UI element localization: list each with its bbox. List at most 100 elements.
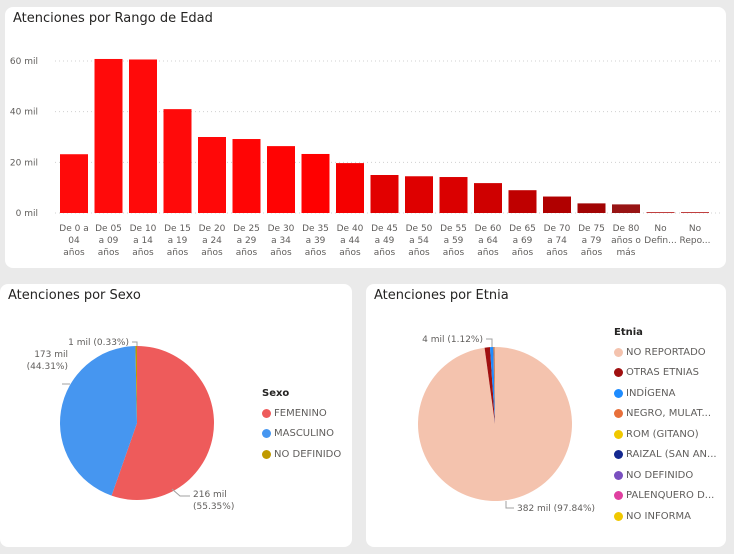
x-tick-label: De 45 [371,224,398,234]
bar [301,153,330,213]
x-tick-label: a 19 [168,236,188,246]
legend-item[interactable]: PALENQUERO D... [614,486,717,507]
legend-dot-icon [614,491,623,501]
legend-dot-icon [262,429,271,439]
x-tick-label: 04 [68,236,80,246]
x-tick-label: De 55 [440,224,467,234]
data-label: (55.35%) [193,502,234,512]
legend-item[interactable]: ROM (GITANO) [614,424,717,445]
data-label: 1 mil (0.33%) [68,338,129,348]
legend-label: ROM (GITANO) [626,428,699,440]
x-tick-label: a 74 [547,236,567,246]
sex-chart-panel: Atenciones por Sexo 1 mil (0.33%) 173 mil… [0,284,352,547]
data-label: 382 mil (97.84%) [517,504,595,514]
legend-item[interactable]: NEGRO, MULAT... [614,404,717,425]
pie-slice [493,347,495,424]
x-tick-label: años [132,248,154,258]
ethnicity-legend: Etnia NO REPORTADO OTRAS ETNIAS INDÍGENA NEG… [614,327,717,527]
bar [163,109,192,213]
legend-dot-icon [614,450,623,460]
legend-dot-icon [614,347,623,357]
ethnicity-chart-title: Atenciones por Etnia [374,288,509,303]
legend-item[interactable]: NO DEFINIDO [614,465,717,486]
age-bar-chart: 0 mil 20 mil 40 mil 60 mil De 0 a 04 años De 05… [10,57,720,258]
x-tick-label: a 64 [478,236,498,246]
x-tick-label: No [689,224,702,234]
x-tick-label: a 69 [513,236,533,246]
pie-slice [494,347,495,424]
legend-label: NEGRO, MULAT... [626,408,711,420]
leader-line [486,338,493,347]
bar [646,212,675,213]
pie-slice [489,347,495,424]
data-label: 173 mil [34,350,68,360]
pie-slice [111,346,215,500]
pie-slice [60,346,137,496]
x-tick-label: De 65 [509,224,536,234]
bar [405,176,433,213]
x-tick-label: Defin... [644,236,676,246]
legend-item[interactable]: INDÍGENA [614,383,717,404]
legend-label: RAIZAL (SAN AN... [626,449,717,461]
legend-item[interactable]: RAIZAL (SAN AN... [614,445,717,466]
x-tick-label: De 10 [130,224,157,234]
x-tick-label: a 44 [340,236,360,246]
bar [336,163,364,213]
y-tick-label: 20 mil [10,158,38,168]
x-tick-label: a 24 [202,236,222,246]
bar [543,196,571,213]
pie-slice [484,347,495,424]
leader-line [132,341,138,346]
x-tick-label: más [617,248,636,258]
x-tick-label: De 25 [233,224,260,234]
legend-label: MASCULINO [274,428,334,440]
y-tick-label: 40 mil [10,108,38,118]
x-tick-label: años [477,248,499,258]
legend-dot-icon [614,409,623,419]
bar [577,203,606,213]
legend-label: FEMENINO [274,407,327,419]
legend-item[interactable]: MASCULINO [262,424,341,445]
x-tick-label: años o [611,236,641,246]
x-tick-label: a 54 [409,236,429,246]
legend-label: OTRAS ETNIAS [626,367,699,379]
x-tick-label: a 39 [306,236,326,246]
bar [94,58,123,214]
x-tick-label: De 75 [578,224,605,234]
x-tick-label: De 05 [95,224,122,234]
x-tick-label: años [339,248,361,258]
x-tick-label: años [546,248,568,258]
bar [681,212,709,213]
data-label: (44.31%) [27,362,68,372]
x-tick-label: a 34 [271,236,291,246]
legend-item[interactable]: FEMENINO [262,403,341,424]
bar [474,183,502,213]
legend-item[interactable]: NO DEFINIDO [262,444,341,465]
bar [508,190,537,213]
sex-chart-title: Atenciones por Sexo [8,288,141,303]
bar [612,204,640,213]
x-tick-label: años [98,248,120,258]
data-label: 4 mil (1.12%) [422,335,483,345]
sex-legend: Sexo FEMENINO MASCULINO NO DEFINIDO [262,388,341,465]
x-tick-label: a 79 [582,236,602,246]
x-tick-label: De 50 [406,224,433,234]
y-tick-label: 60 mil [10,57,38,67]
age-chart-title: Atenciones por Rango de Edad [13,11,213,26]
leader-line [171,488,190,497]
legend-label: INDÍGENA [626,387,676,399]
legend-item[interactable]: NO INFORMA [614,506,717,527]
legend-item[interactable]: NO REPORTADO [614,342,717,363]
x-tick-label: De 0 a [59,224,88,234]
ethnicity-pie-chart: 4 mil (1.12%) 382 mil (97.84%) [418,335,595,514]
bar [439,177,468,213]
x-tick-label: años [443,248,465,258]
legend-dot-icon [614,511,623,521]
pie-slice [135,346,137,423]
x-tick-label: De 35 [302,224,329,234]
leader-line [505,501,514,509]
x-tick-label: años [236,248,258,258]
legend-item[interactable]: OTRAS ETNIAS [614,363,717,384]
legend-dot-icon [262,408,271,418]
x-tick-label: Repo... [679,236,710,246]
